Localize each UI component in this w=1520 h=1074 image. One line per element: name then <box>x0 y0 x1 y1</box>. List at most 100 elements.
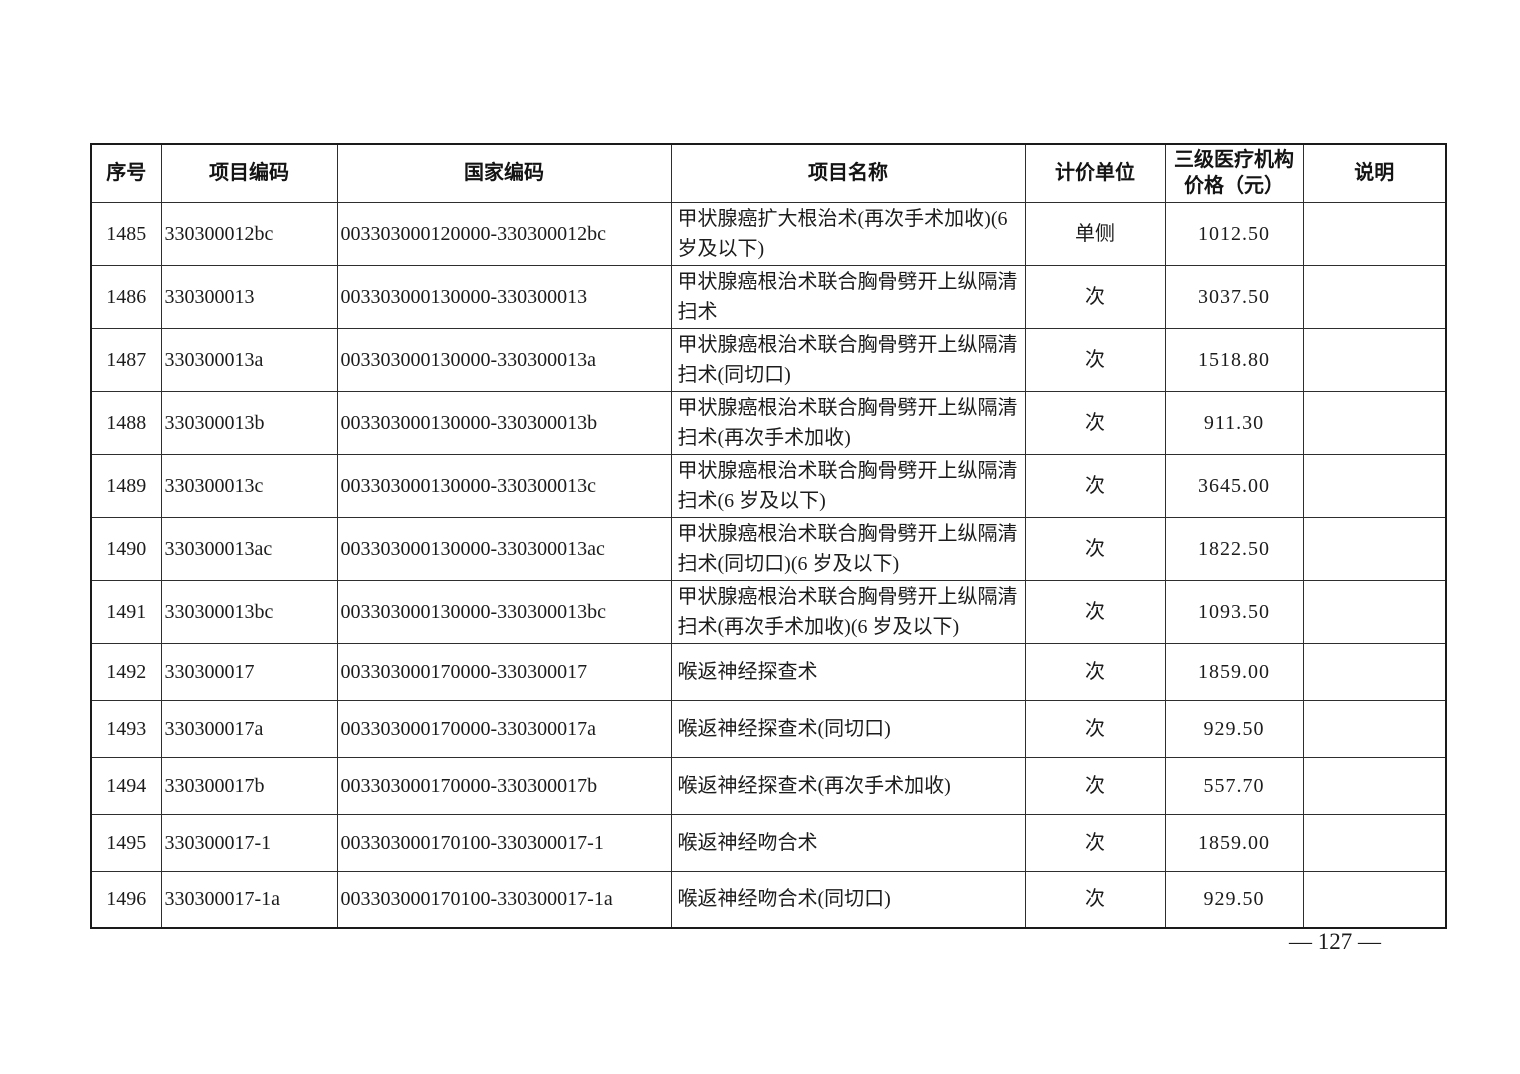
table-row: 1487 330300013a 003303000130000-330300013a… <box>90 327 1447 392</box>
table-row: 1489 330300013c 003303000130000-330300013c… <box>90 453 1447 518</box>
item-code-cell: 330300017 <box>160 642 338 701</box>
national-code-cell: 003303000130000-330300013a <box>336 327 672 392</box>
table-row: 1488 330300013b 003303000130000-330300013b… <box>90 390 1447 455</box>
unit-cell: 次 <box>1024 870 1166 929</box>
header-note: 说明 <box>1302 143 1447 203</box>
price-cell: 911.30 <box>1164 390 1304 455</box>
item-code-cell: 330300013a <box>160 327 338 392</box>
table-row: 1495 330300017-1 003303000170100-330300017… <box>90 813 1447 872</box>
table-header-row: 序号 项目编码 国家编码 项目名称 计价单位 三级医疗机构价格（元） 说明 <box>90 143 1447 203</box>
note-cell <box>1302 390 1447 455</box>
unit-cell: 次 <box>1024 579 1166 644</box>
table-row: 1493 330300017a 003303000170000-330300017a… <box>90 699 1447 758</box>
seq-cell: 1486 <box>90 264 162 329</box>
item-code-cell: 330300013 <box>160 264 338 329</box>
national-code-cell: 003303000170000-330300017a <box>336 699 672 758</box>
unit-cell: 次 <box>1024 699 1166 758</box>
unit-cell: 次 <box>1024 390 1166 455</box>
national-code-cell: 003303000130000-330300013ac <box>336 516 672 581</box>
note-cell <box>1302 579 1447 644</box>
table-row: 1492 330300017 003303000170000-330300017 喉返… <box>90 642 1447 701</box>
price-cell: 1859.00 <box>1164 813 1304 872</box>
table-row: 1491 330300013bc 003303000130000-330300013… <box>90 579 1447 644</box>
seq-cell: 1488 <box>90 390 162 455</box>
item-name-cell: 甲状腺癌扩大根治术(再次手术加收)(6 岁及以下) <box>670 201 1026 266</box>
item-name-cell: 甲状腺癌根治术联合胸骨劈开上纵隔清扫术(再次手术加收) <box>670 390 1026 455</box>
national-code-cell: 003303000130000-330300013b <box>336 390 672 455</box>
national-code-cell: 003303000170100-330300017-1 <box>336 813 672 872</box>
unit-cell: 次 <box>1024 327 1166 392</box>
price-cell: 1012.50 <box>1164 201 1304 266</box>
item-code-cell: 330300012bc <box>160 201 338 266</box>
note-cell <box>1302 453 1447 518</box>
header-seq: 序号 <box>90 143 162 203</box>
item-name-cell: 甲状腺癌根治术联合胸骨劈开上纵隔清扫术(6 岁及以下) <box>670 453 1026 518</box>
price-cell: 1093.50 <box>1164 579 1304 644</box>
seq-cell: 1490 <box>90 516 162 581</box>
header-item-code: 项目编码 <box>160 143 338 203</box>
item-name-cell: 甲状腺癌根治术联合胸骨劈开上纵隔清扫术 <box>670 264 1026 329</box>
seq-cell: 1485 <box>90 201 162 266</box>
note-cell <box>1302 699 1447 758</box>
page-number: — 127 — <box>1289 929 1381 954</box>
note-cell <box>1302 516 1447 581</box>
item-name-cell: 甲状腺癌根治术联合胸骨劈开上纵隔清扫术(同切口) <box>670 327 1026 392</box>
table-row: 1494 330300017b 003303000170000-330300017b… <box>90 756 1447 815</box>
note-cell <box>1302 756 1447 815</box>
unit-cell: 次 <box>1024 453 1166 518</box>
unit-cell: 次 <box>1024 264 1166 329</box>
medical-price-table: 序号 项目编码 国家编码 项目名称 计价单位 三级医疗机构价格（元） 说明 14… <box>90 143 1447 929</box>
header-tier3-price: 三级医疗机构价格（元） <box>1164 143 1304 203</box>
seq-cell: 1493 <box>90 699 162 758</box>
price-cell: 1822.50 <box>1164 516 1304 581</box>
item-name-cell: 喉返神经吻合术(同切口) <box>670 870 1026 929</box>
price-cell: 1518.80 <box>1164 327 1304 392</box>
seq-cell: 1495 <box>90 813 162 872</box>
seq-cell: 1496 <box>90 870 162 929</box>
seq-cell: 1487 <box>90 327 162 392</box>
item-name-cell: 喉返神经吻合术 <box>670 813 1026 872</box>
note-cell <box>1302 327 1447 392</box>
item-code-cell: 330300017-1a <box>160 870 338 929</box>
item-code-cell: 330300013c <box>160 453 338 518</box>
national-code-cell: 003303000130000-330300013c <box>336 453 672 518</box>
note-cell <box>1302 201 1447 266</box>
item-code-cell: 330300017a <box>160 699 338 758</box>
unit-cell: 次 <box>1024 516 1166 581</box>
unit-cell: 次 <box>1024 813 1166 872</box>
table-body: 1485 330300012bc 003303000120000-330300012… <box>90 201 1447 929</box>
price-cell: 557.70 <box>1164 756 1304 815</box>
table-row: 1486 330300013 003303000130000-330300013 甲状… <box>90 264 1447 329</box>
header-unit: 计价单位 <box>1024 143 1166 203</box>
seq-cell: 1492 <box>90 642 162 701</box>
note-cell <box>1302 870 1447 929</box>
table-row: 1490 330300013ac 003303000130000-330300013… <box>90 516 1447 581</box>
unit-cell: 次 <box>1024 642 1166 701</box>
item-name-cell: 喉返神经探查术(同切口) <box>670 699 1026 758</box>
item-code-cell: 330300013ac <box>160 516 338 581</box>
price-cell: 929.50 <box>1164 870 1304 929</box>
price-cell: 929.50 <box>1164 699 1304 758</box>
item-name-cell: 喉返神经探查术 <box>670 642 1026 701</box>
table-row: 1485 330300012bc 003303000120000-330300012… <box>90 201 1447 266</box>
national-code-cell: 003303000130000-330300013bc <box>336 579 672 644</box>
national-code-cell: 003303000170000-330300017b <box>336 756 672 815</box>
national-code-cell: 003303000130000-330300013 <box>336 264 672 329</box>
note-cell <box>1302 264 1447 329</box>
national-code-cell: 003303000120000-330300012bc <box>336 201 672 266</box>
unit-cell: 单侧 <box>1024 201 1166 266</box>
item-code-cell: 330300013b <box>160 390 338 455</box>
item-name-cell: 甲状腺癌根治术联合胸骨劈开上纵隔清扫术(同切口)(6 岁及以下) <box>670 516 1026 581</box>
national-code-cell: 003303000170000-330300017 <box>336 642 672 701</box>
item-code-cell: 330300013bc <box>160 579 338 644</box>
item-code-cell: 330300017b <box>160 756 338 815</box>
item-name-cell: 甲状腺癌根治术联合胸骨劈开上纵隔清扫术(再次手术加收)(6 岁及以下) <box>670 579 1026 644</box>
price-cell: 3645.00 <box>1164 453 1304 518</box>
seq-cell: 1489 <box>90 453 162 518</box>
unit-cell: 次 <box>1024 756 1166 815</box>
price-cell: 3037.50 <box>1164 264 1304 329</box>
header-national-code: 国家编码 <box>336 143 672 203</box>
national-code-cell: 003303000170100-330300017-1a <box>336 870 672 929</box>
seq-cell: 1494 <box>90 756 162 815</box>
note-cell <box>1302 813 1447 872</box>
